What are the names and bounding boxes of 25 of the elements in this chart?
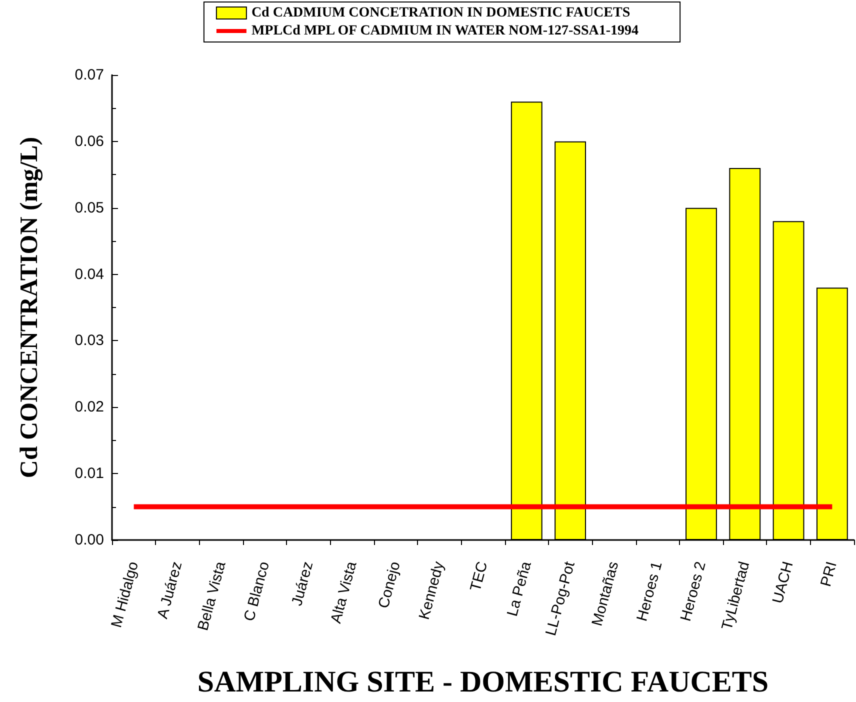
y-tick-label: 0.04 <box>74 266 104 283</box>
x-tick-label: Bella Vista <box>194 559 230 632</box>
x-tick-label: A Juárez <box>154 560 186 621</box>
x-tick-label: La Peña <box>504 559 536 618</box>
x-tick-label: Conejo <box>375 560 404 610</box>
x-tick-label: Heroes 2 <box>677 560 710 623</box>
x-tick-label: UACH <box>769 560 797 606</box>
y-tick-label: 0.05 <box>74 199 104 216</box>
y-tick-label: 0.02 <box>74 398 104 416</box>
legend-label: Cd CADMIUM CONCETRATION IN DOMESTIC FAUCETS <box>251 6 630 20</box>
y-axis-title: Cd CONCENTRATION (mg/L) <box>16 136 43 478</box>
y-tick-label: 0.03 <box>74 332 104 350</box>
legend-label: MPLCd MPL OF CADMIUM IN WATER NOM-127-SSA1-1994 <box>251 24 639 38</box>
y-tick-label: 0.07 <box>74 66 104 84</box>
x-tick-label: TEC <box>467 560 492 594</box>
y-tick-label: 0.06 <box>74 132 104 150</box>
y-tick-label: 0.01 <box>74 465 104 482</box>
x-axis-title: SAMPLING SITE - DOMESTIC FAUCETS <box>197 666 769 698</box>
y-tick-label: 0.00 <box>74 532 104 548</box>
x-tick-label: Alta Vista <box>328 559 360 626</box>
x-tick-label: M Hidalgo <box>108 560 142 630</box>
x-tick-label: PRI <box>817 560 840 588</box>
x-tick-label: C Blanco <box>240 560 273 623</box>
x-tick-label: Juárez <box>288 560 317 608</box>
x-tick-label: Heroes 1 <box>634 560 666 623</box>
